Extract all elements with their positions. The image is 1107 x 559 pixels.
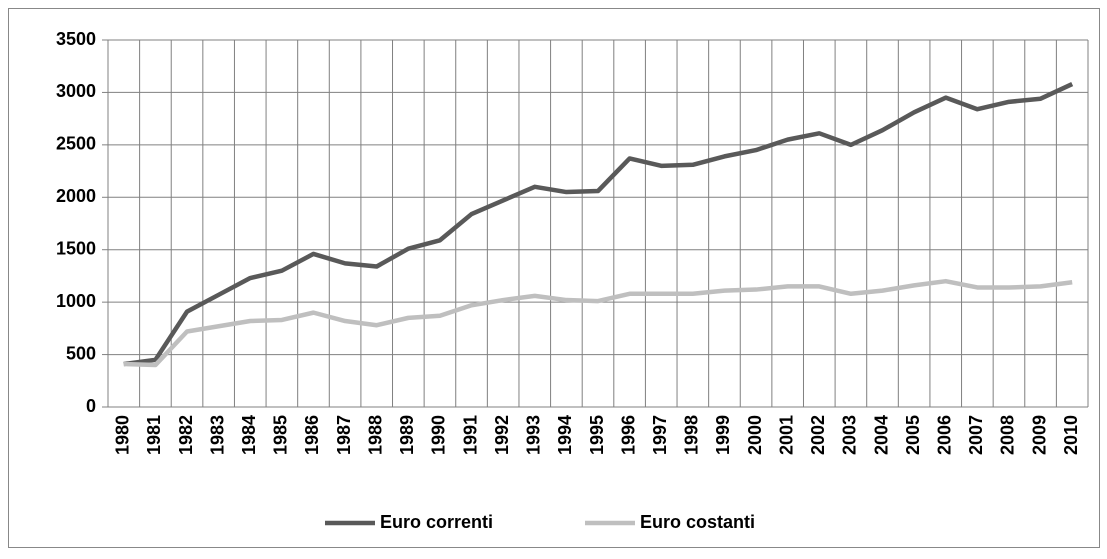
x-tick-label: 1983	[207, 415, 227, 455]
legend-label: Euro correnti	[380, 512, 493, 532]
x-tick-label: 1995	[587, 415, 607, 455]
x-tick-label: 1993	[524, 415, 544, 455]
x-tick-label: 2008	[998, 415, 1018, 455]
x-tick-label: 1989	[397, 415, 417, 455]
y-tick-label: 0	[86, 396, 96, 416]
x-tick-label: 1986	[302, 415, 322, 455]
x-tick-label: 1997	[650, 415, 670, 455]
y-tick-label: 2500	[56, 134, 96, 154]
y-tick-label: 2000	[56, 186, 96, 206]
x-tick-label: 1982	[176, 415, 196, 455]
x-tick-label: 1981	[144, 415, 164, 455]
x-tick-label: 1999	[713, 415, 733, 455]
x-tick-label: 2000	[745, 415, 765, 455]
x-tick-label: 1984	[239, 415, 259, 455]
x-tick-label: 1991	[460, 415, 480, 455]
y-tick-label: 1500	[56, 238, 96, 258]
x-tick-label: 1987	[334, 415, 354, 455]
chart-border	[8, 8, 1100, 548]
x-tick-label: 2010	[1061, 415, 1081, 455]
x-tick-label: 2009	[1029, 415, 1049, 455]
y-tick-label: 3500	[56, 29, 96, 49]
x-tick-label: 2005	[903, 415, 923, 455]
x-tick-label: 1992	[492, 415, 512, 455]
x-tick-label: 1980	[113, 415, 133, 455]
x-tick-label: 1998	[682, 415, 702, 455]
y-tick-label: 500	[66, 343, 96, 363]
x-tick-label: 1994	[555, 415, 575, 455]
x-tick-label: 1988	[365, 415, 385, 455]
legend-label: Euro costanti	[640, 512, 755, 532]
y-tick-label: 3000	[56, 81, 96, 101]
x-tick-label: 2003	[840, 415, 860, 455]
line-series	[123, 81, 1074, 367]
x-tick-label: 1985	[271, 415, 291, 455]
x-tick-label: 2006	[934, 415, 954, 455]
x-tick-label: 1990	[429, 415, 449, 455]
x-tick-label: 2001	[776, 415, 796, 455]
x-tick-label: 1996	[618, 415, 638, 455]
line-series	[123, 278, 1073, 368]
y-tick-label: 1000	[56, 291, 96, 311]
x-tick-label: 2007	[966, 415, 986, 455]
x-tick-label: 2004	[871, 415, 891, 455]
x-tick-label: 2002	[808, 415, 828, 455]
